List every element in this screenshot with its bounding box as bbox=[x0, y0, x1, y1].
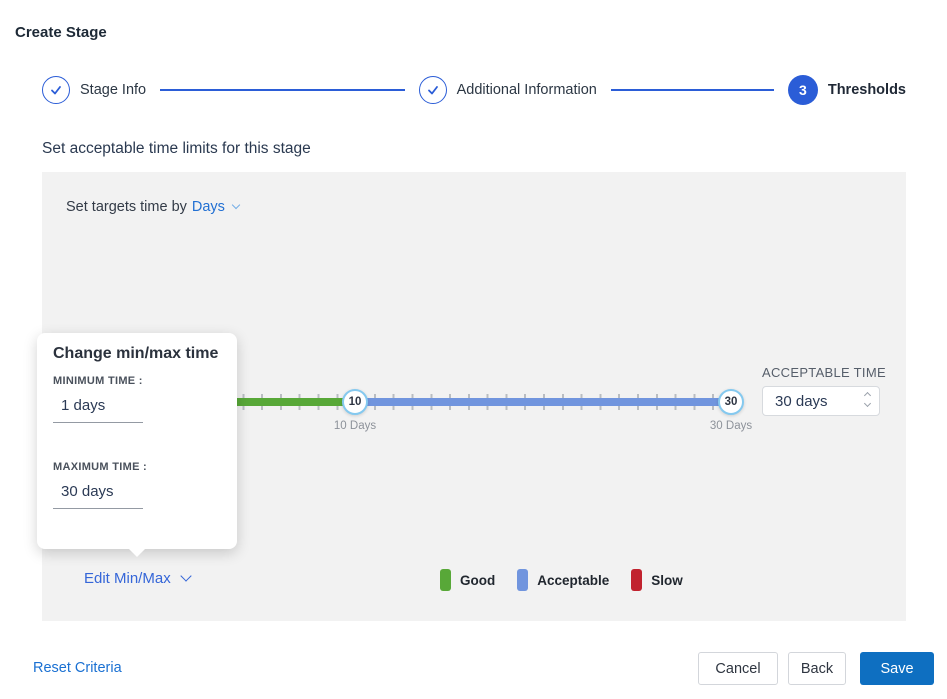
targets-row: Set targets time by Days bbox=[66, 199, 241, 215]
edit-minmax-label: Edit Min/Max bbox=[84, 570, 171, 587]
chevron-down-icon bbox=[180, 569, 192, 582]
legend-label: Good bbox=[460, 572, 496, 588]
slider-max-label: 30 Days bbox=[709, 420, 753, 432]
step-complete-icon bbox=[42, 76, 70, 104]
step-connector bbox=[610, 89, 774, 91]
stepper-control bbox=[863, 391, 872, 408]
step-thresholds[interactable]: 3 Thresholds bbox=[787, 75, 906, 105]
step-label: Stage Info bbox=[80, 82, 147, 98]
reset-criteria-link[interactable]: Reset Criteria bbox=[33, 660, 122, 676]
stepper: Stage Info Additional Information 3 Thre… bbox=[42, 74, 906, 106]
slider-handle-min[interactable]: 10 bbox=[342, 389, 368, 415]
minimum-time-label: MINIMUM TIME : bbox=[53, 375, 143, 387]
maximum-time-label: MAXIMUM TIME : bbox=[53, 461, 148, 473]
slow-swatch bbox=[631, 569, 643, 591]
popup-title: Change min/max time bbox=[53, 345, 219, 362]
legend-item-slow: Slow bbox=[631, 569, 683, 591]
step-complete-icon bbox=[418, 76, 447, 104]
acceptable-time-input[interactable] bbox=[762, 386, 880, 416]
step-connector bbox=[160, 89, 405, 91]
step-additional-information[interactable]: Additional Information bbox=[418, 76, 597, 104]
step-label: Thresholds bbox=[827, 82, 906, 98]
change-minmax-popup: Change min/max time MINIMUM TIME : MAXIM… bbox=[37, 333, 237, 557]
slider-handle-value: 30 bbox=[724, 396, 738, 408]
time-unit-dropdown[interactable]: Days bbox=[191, 199, 241, 215]
legend-label: Acceptable bbox=[537, 572, 610, 588]
legend-item-acceptable: Acceptable bbox=[517, 569, 609, 591]
slider-segment-good bbox=[186, 398, 355, 406]
decrement-icon[interactable] bbox=[863, 399, 872, 408]
acceptable-time-label: ACCEPTABLE TIME bbox=[762, 365, 886, 380]
section-heading: Set acceptable time limits for this stag… bbox=[42, 140, 311, 157]
legend-label: Slow bbox=[651, 572, 683, 588]
edit-minmax-button[interactable]: Edit Min/Max bbox=[84, 569, 192, 587]
popup-caret-icon bbox=[129, 549, 145, 557]
slider-track bbox=[186, 398, 731, 406]
acceptable-swatch bbox=[517, 569, 529, 591]
acceptable-time-value[interactable] bbox=[773, 389, 851, 413]
time-unit-value: Days bbox=[191, 199, 225, 215]
legend: Good Acceptable Slow bbox=[440, 569, 705, 591]
save-button[interactable]: Save bbox=[860, 652, 934, 685]
slider-handle-max[interactable]: 30 bbox=[718, 389, 744, 415]
slider-segment-acceptable bbox=[355, 398, 731, 406]
increment-icon[interactable] bbox=[863, 391, 872, 400]
page-title: Create Stage bbox=[15, 24, 107, 41]
targets-label: Set targets time by bbox=[66, 199, 187, 215]
maximum-time-input[interactable] bbox=[53, 483, 143, 509]
slider-handle-value: 10 bbox=[348, 396, 362, 408]
back-button[interactable]: Back bbox=[788, 652, 846, 685]
step-number-badge: 3 bbox=[787, 75, 818, 105]
step-label: Additional Information bbox=[456, 82, 597, 98]
legend-item-good: Good bbox=[440, 569, 495, 591]
minimum-time-input[interactable] bbox=[53, 397, 143, 423]
chevron-down-icon bbox=[231, 200, 241, 210]
good-swatch bbox=[440, 569, 451, 591]
slider-min-label: 10 Days bbox=[333, 420, 377, 432]
cancel-button[interactable]: Cancel bbox=[698, 652, 778, 685]
step-stage-info[interactable]: Stage Info bbox=[42, 76, 146, 104]
